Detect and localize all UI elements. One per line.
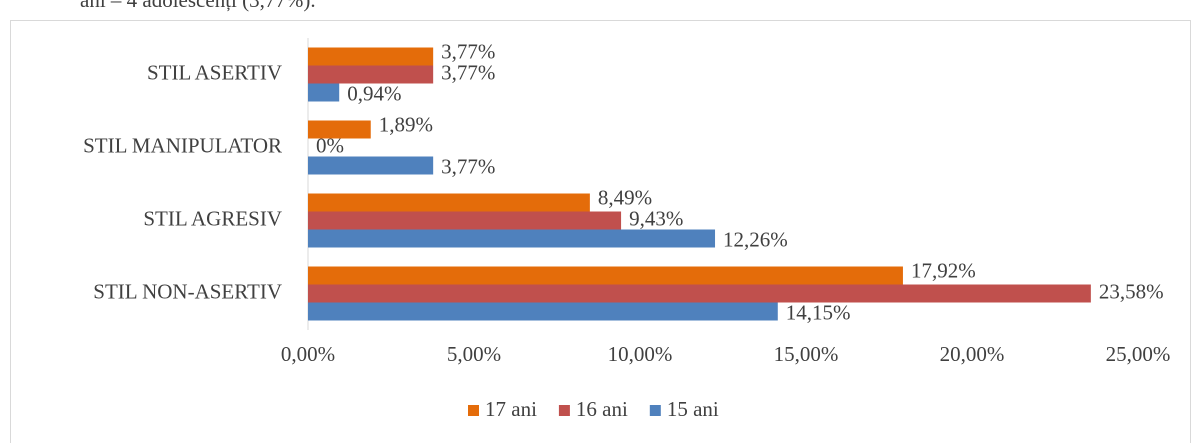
bar [308, 156, 434, 175]
data-label: 9,43% [629, 206, 683, 230]
data-label: 3,77% [441, 39, 495, 63]
bar [308, 302, 778, 321]
bar [308, 193, 590, 212]
bar [308, 65, 434, 84]
chart-frame [10, 20, 1191, 443]
data-label: 0% [316, 133, 344, 157]
x-tick-label: 20,00% [940, 342, 1005, 366]
x-tick-label: 25,00% [1106, 342, 1171, 366]
data-label: 12,26% [723, 227, 788, 251]
data-label: 23,58% [1099, 279, 1164, 303]
legend-label: 16 ani [576, 397, 628, 421]
bar [308, 83, 340, 102]
legend-swatch [649, 405, 661, 416]
legend-swatch [558, 405, 570, 416]
legend-swatch [468, 405, 479, 416]
bar [308, 211, 622, 230]
data-label: 0,94% [347, 81, 401, 105]
data-label: 3,77% [441, 154, 495, 178]
data-label: 3,77% [441, 60, 495, 84]
y-tick-label: STIL MANIPULATOR [83, 133, 282, 157]
data-label: 17,92% [911, 258, 976, 282]
x-tick-label: 10,00% [608, 342, 673, 366]
bar [308, 266, 903, 285]
data-label: 1,89% [379, 112, 433, 136]
bar [308, 47, 434, 66]
y-tick-label: STIL NON-ASERTIV [93, 279, 282, 303]
data-label: 8,49% [598, 185, 652, 209]
x-tick-label: 0,00% [281, 342, 335, 366]
x-tick-label: 5,00% [447, 342, 501, 366]
data-label: 14,15% [786, 300, 851, 324]
y-tick-label: STIL AGRESIV [143, 206, 282, 230]
legend-label: 15 ani [667, 397, 719, 421]
bar [308, 120, 371, 139]
bar [308, 229, 716, 248]
legend-label: 17 ani [485, 397, 537, 421]
header-text: ani – 4 adolescenți (3,77%). [80, 0, 316, 12]
y-tick-label: STIL ASERTIV [147, 60, 282, 84]
bar [308, 284, 1091, 303]
x-tick-label: 15,00% [774, 342, 839, 366]
